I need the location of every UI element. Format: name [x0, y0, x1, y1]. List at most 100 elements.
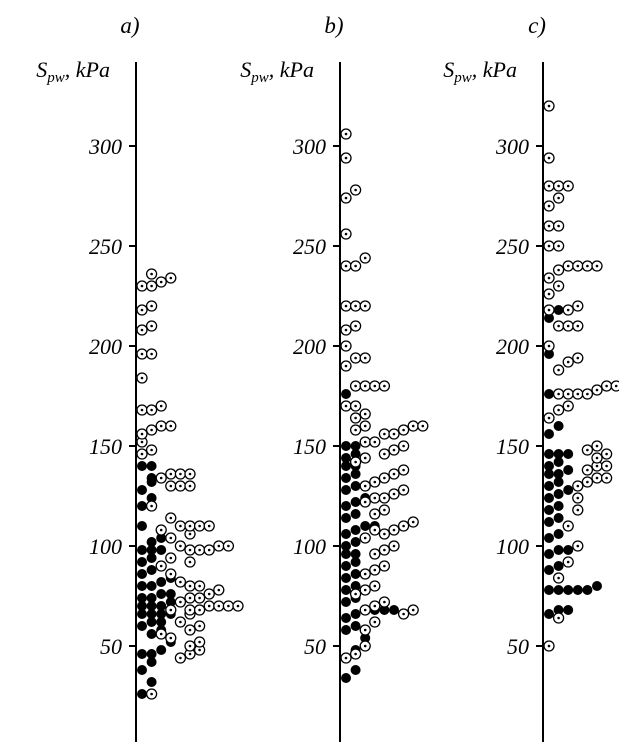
data-point-filled	[350, 557, 361, 567]
data-point-filled	[553, 561, 564, 571]
data-point-circled	[136, 448, 148, 460]
data-point-circled	[145, 348, 158, 360]
y-tick-label: 300	[292, 134, 326, 159]
data-point-circled	[174, 652, 187, 664]
data-point-circled	[388, 444, 400, 456]
data-point-circled	[388, 428, 400, 440]
data-point-circled	[388, 468, 400, 480]
data-point-circled	[552, 364, 565, 376]
data-point-circled	[136, 404, 148, 416]
data-point-filled	[582, 585, 593, 595]
data-point-filled	[544, 609, 554, 619]
data-point-circled	[174, 540, 187, 552]
data-point-circled	[203, 520, 215, 532]
data-point-filled	[137, 689, 147, 699]
data-point-filled	[350, 525, 361, 535]
data-point-filled	[553, 449, 564, 459]
data-point-circled	[562, 304, 574, 316]
y-tick-label: 300	[495, 134, 529, 159]
data-point-circled	[165, 480, 177, 492]
data-point-filled	[544, 533, 554, 543]
data-point-circled	[600, 380, 613, 392]
data-point-circled	[184, 648, 196, 660]
data-point-filled	[563, 465, 574, 475]
data-point-circled	[581, 388, 594, 400]
data-point-filled	[563, 449, 574, 459]
data-point-circled	[184, 624, 196, 636]
data-point-filled	[350, 569, 361, 579]
data-point-circled	[552, 240, 565, 252]
data-point-circled	[369, 564, 381, 576]
data-point-circled	[340, 152, 352, 164]
panel-c: c) Spw, kPa 50 100 150 200 250 300	[443, 13, 619, 742]
data-point-circled	[552, 264, 565, 276]
data-point-filled	[341, 613, 351, 623]
data-point-filled	[341, 473, 351, 483]
data-point-circled	[349, 352, 362, 364]
y-tick-label: 50	[100, 634, 122, 659]
y-axis-label-main: S	[443, 57, 454, 82]
data-point-filled	[165, 597, 176, 607]
data-point-filled	[379, 605, 390, 615]
data-point-filled	[341, 513, 351, 523]
data-point-circled	[359, 480, 371, 492]
data-point-circled	[222, 540, 235, 552]
data-point-circled	[378, 528, 391, 540]
data-point-circled	[184, 604, 196, 616]
data-point-circled	[552, 320, 565, 332]
data-point-circled	[572, 320, 584, 332]
data-point-circled	[397, 424, 410, 436]
data-point-filled	[137, 557, 147, 567]
data-point-circled	[369, 600, 381, 612]
data-point-circled	[213, 584, 225, 596]
data-point-filled	[146, 565, 157, 575]
data-point-circled	[359, 380, 371, 392]
y-tick-label: 100	[496, 534, 529, 559]
data-point-circled	[184, 592, 196, 604]
data-point-filled	[156, 533, 167, 543]
data-point-filled	[544, 585, 554, 595]
panel-label: b)	[324, 13, 343, 38]
data-point-circled	[174, 468, 187, 480]
data-point-filled	[350, 509, 361, 519]
data-point-circled	[369, 380, 381, 392]
data-point-filled	[137, 593, 147, 603]
y-axis-label-subscript: pw	[453, 70, 472, 86]
data-point-circled	[136, 324, 148, 336]
data-point-circled	[552, 404, 565, 416]
data-point-filled	[341, 541, 351, 551]
data-point-filled	[592, 581, 602, 591]
data-point-filled	[544, 389, 554, 399]
data-point-filled	[350, 549, 361, 559]
data-point-circled	[397, 608, 410, 620]
data-point-circled	[543, 640, 555, 652]
data-point-circled	[407, 516, 419, 528]
data-point-filled	[544, 449, 554, 459]
data-point-circled	[562, 520, 574, 532]
data-point-circled	[369, 508, 381, 520]
data-point-circled	[165, 632, 177, 644]
data-point-filled	[156, 589, 167, 599]
y-tick-label: 250	[89, 234, 122, 259]
data-point-circled	[417, 420, 429, 432]
data-point-filled	[544, 549, 554, 559]
data-point-circled	[562, 556, 574, 568]
data-point-circled	[581, 444, 594, 456]
data-point-circled	[388, 540, 400, 552]
y-axis-label-unit: , kPa	[65, 57, 110, 82]
data-point-filled	[544, 517, 554, 527]
y-tick-label: 150	[89, 434, 122, 459]
data-point-circled	[349, 424, 362, 436]
data-point-circled	[155, 400, 167, 412]
data-point-circled	[600, 460, 613, 472]
data-point-circled	[552, 280, 565, 292]
data-point-filled	[544, 349, 554, 359]
data-point-circled	[222, 600, 235, 612]
data-point-circled	[378, 596, 391, 608]
data-point-filled	[341, 673, 351, 683]
data-point-circled	[349, 412, 362, 424]
data-point-circled	[349, 456, 362, 468]
data-point-circled	[174, 480, 187, 492]
data-point-circled	[369, 524, 381, 536]
